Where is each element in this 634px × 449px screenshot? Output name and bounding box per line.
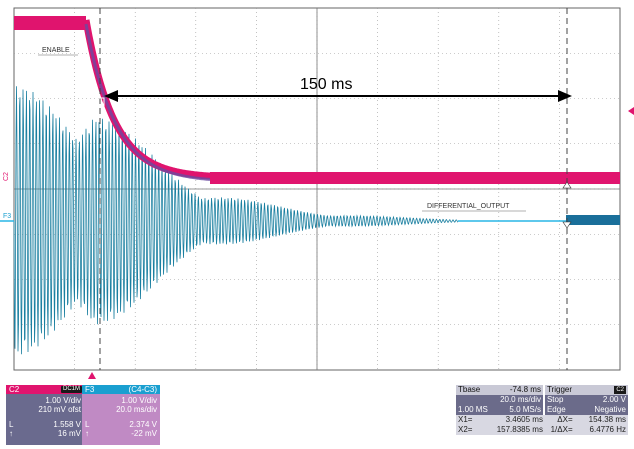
f3-val2: -22 mV [131,429,157,438]
f3-ground-marker: F3 [3,213,11,220]
f3-channel-name: F3 [85,385,95,394]
f3-val1-label: L [85,420,90,429]
c2-offset: 210 mV ofst [38,405,81,414]
f3-channel-panel[interactable]: F3 (C4-C3) 1.00 V/div 20.0 ms/div L 2.374… [82,385,160,445]
c2-enable-waveform [14,16,620,184]
timebase-trigger-panel[interactable]: Tbase -74.8 ms Trigger C2 20.0 ms/div St… [456,385,628,435]
f3-oscillation-trace [13,86,459,355]
c2-val1-label: L [9,420,14,429]
trigger-source-badge: C2 [614,386,626,394]
c2-low-band [210,172,620,184]
dx-label: ΔX= [557,415,573,424]
f3-settled-band [566,215,620,225]
inv-dx-label: 1/ΔX= [550,425,573,434]
c2-channel-header: C2 DC1M [6,385,84,394]
c2-val2: 16 mV [57,429,81,438]
trigger-mode: Stop [546,395,564,404]
x1-label: X1= [458,415,473,424]
span-arrow-right-head [558,90,572,102]
f3-formula: (C4-C3) [128,385,157,394]
c2-fall-edge-shadow [84,23,211,181]
dx-value: 154.38 ms [588,415,626,424]
f3-vdiv: 1.00 V/div [121,396,157,405]
cursor-x1-marker [95,97,105,107]
c2-coupling-badge: DC1M [60,386,82,393]
oscilloscope-display: ENABLE DIFFERENTIAL_OUTPUT 150 ms C2 F3 [0,7,634,379]
cursor-x2-marker-bottom [562,221,572,229]
trigger-type: Edge [546,405,566,414]
f3-tdiv: 20.0 ms/div [116,405,157,414]
cursor-lines [95,8,572,370]
f3-differential-waveform [0,86,620,355]
trigger-label: Trigger [546,385,573,394]
c2-high-band [14,16,86,30]
c2-channel-name: C2 [9,385,20,394]
cursor-readout-x2: X2= 157.8385 ms 1/ΔX= 6.4776 Hz [456,425,628,435]
f3-val2-label: ↑ [85,429,89,438]
sample-depth: 1.00 MS [458,405,488,414]
cursor-readout-x1: X1= 3.4605 ms ΔX= 154.38 ms [456,415,628,425]
trigger-slope: Negative [594,405,626,414]
trigger-level: 2.00 V [602,395,626,404]
trigger-level-marker [628,107,634,115]
tbase-value: -74.8 ms [509,385,541,394]
x1-value: 3.4605 ms [505,415,543,424]
inv-dx-value: 6.4776 Hz [589,425,626,434]
tbase-tdiv: 20.0 ms/div [456,395,543,405]
span-label: 150 ms [300,76,352,93]
x2-value: 157.8385 ms [496,425,543,434]
f3-channel-header: F3 (C4-C3) [82,385,160,394]
c2-vdiv: 1.00 V/div [45,396,81,405]
x2-label: X2= [458,425,473,434]
tbase-label: Tbase [458,385,481,394]
enable-label: ENABLE [42,47,70,54]
sample-rate: 5.0 MS/s [509,405,541,414]
f3-val1: 2.374 V [129,420,157,429]
trigger-position-marker [88,372,96,379]
output-label: DIFFERENTIAL_OUTPUT [427,203,510,210]
c2-ground-marker: C2 [3,172,10,181]
c2-channel-panel[interactable]: C2 DC1M 1.00 V/div 210 mV ofst L 1.558 V … [6,385,84,445]
c2-val2-label: ↑ [9,429,13,438]
cursor-x2-marker-top [562,181,572,189]
c2-val1: 1.558 V [53,420,81,429]
span-arrow-left-head [104,90,118,102]
